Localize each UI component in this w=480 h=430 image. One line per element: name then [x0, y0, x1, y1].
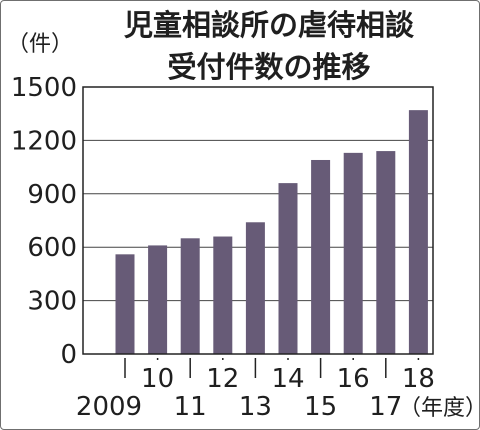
bar [408, 110, 428, 354]
x-tick-label: 14 [271, 364, 304, 394]
y-tick-label: 1200 [11, 126, 77, 156]
bar [213, 236, 233, 354]
x-tick-label: 18 [402, 364, 435, 394]
x-tick-label: 11 [174, 392, 207, 422]
x-tick-label: 16 [337, 364, 370, 394]
y-tick-label: 1500 [11, 73, 77, 103]
y-tick-label: 300 [27, 287, 77, 317]
x-tick-label: 12 [206, 364, 239, 394]
y-axis-unit-label: （件） [7, 32, 73, 57]
y-tick-label: 0 [60, 340, 77, 370]
x-tick-label: 2009 [76, 392, 142, 422]
y-tick-label: 900 [27, 180, 77, 210]
bar [148, 245, 168, 354]
bar [343, 152, 363, 354]
x-axis-unit-label: （年度） [399, 396, 480, 421]
bar [115, 254, 135, 354]
bar [245, 222, 265, 354]
plot-border [82, 86, 434, 355]
bar [180, 238, 200, 354]
y-axis-ticks: 0 300 600 900 1200 1500 [11, 73, 77, 370]
bar [278, 183, 298, 354]
bar [311, 159, 331, 354]
x-tick-label: 17 [369, 392, 402, 422]
plot-frame [82, 86, 434, 355]
bars [115, 110, 428, 354]
x-tick-label: 15 [304, 392, 337, 422]
bar [376, 151, 396, 354]
chart-title-line-1: 児童相談所の虐待相談 [124, 8, 415, 42]
x-tick-label: 10 [141, 364, 174, 394]
y-tick-label: 600 [27, 233, 77, 263]
chart-title-line-2: 受付件数の推移 [167, 50, 370, 84]
x-tick-label: 13 [239, 392, 272, 422]
